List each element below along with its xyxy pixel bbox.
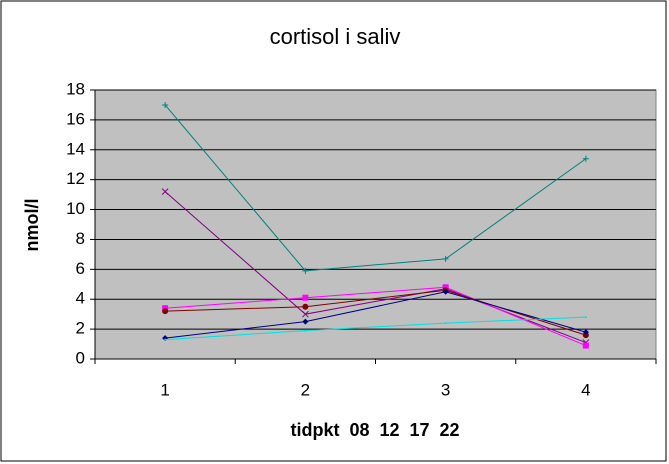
- y-tick-label: 4: [76, 289, 85, 308]
- y-tick-label: 12: [66, 169, 85, 188]
- marker: [162, 101, 169, 108]
- marker: [302, 318, 309, 325]
- series-line: [165, 316, 586, 341]
- series-line: [164, 104, 587, 272]
- marker: [582, 155, 589, 162]
- marker: [444, 322, 447, 325]
- y-tick-label: 6: [76, 259, 85, 278]
- chart-title: cortisol i saliv: [270, 24, 401, 49]
- marker: [161, 188, 169, 195]
- y-tick-label: 18: [66, 79, 85, 98]
- y-tick-label: 10: [66, 199, 85, 218]
- series-line: [165, 286, 587, 347]
- x-tick-label: 4: [581, 380, 590, 399]
- marker: [442, 288, 449, 295]
- series-line: [165, 289, 587, 336]
- x-tick-label: 3: [441, 380, 450, 399]
- y-tick-label: 2: [76, 319, 85, 338]
- x-tick-label: 2: [301, 380, 310, 399]
- y-axis-title: nmol/l: [22, 199, 42, 252]
- series-line: [164, 191, 587, 344]
- plot-area: [94, 89, 657, 360]
- marker: [302, 294, 309, 301]
- marker: [442, 255, 449, 262]
- y-tick-label: 8: [76, 229, 85, 248]
- marker: [302, 303, 309, 310]
- y-tick-label: 16: [66, 109, 85, 128]
- marker: [304, 329, 307, 332]
- y-tick-label: 0: [76, 348, 85, 367]
- x-tick-label: 1: [160, 380, 169, 399]
- x-axis-title: tidpkt 08 12 17 22: [290, 420, 459, 440]
- marker: [302, 310, 309, 318]
- marker: [584, 316, 587, 319]
- series-line: [165, 291, 587, 339]
- y-tick-label: 14: [66, 139, 85, 158]
- marker: [582, 342, 589, 349]
- marker: [582, 329, 589, 336]
- marker: [164, 338, 167, 341]
- marker: [162, 308, 169, 315]
- marker: [302, 267, 309, 274]
